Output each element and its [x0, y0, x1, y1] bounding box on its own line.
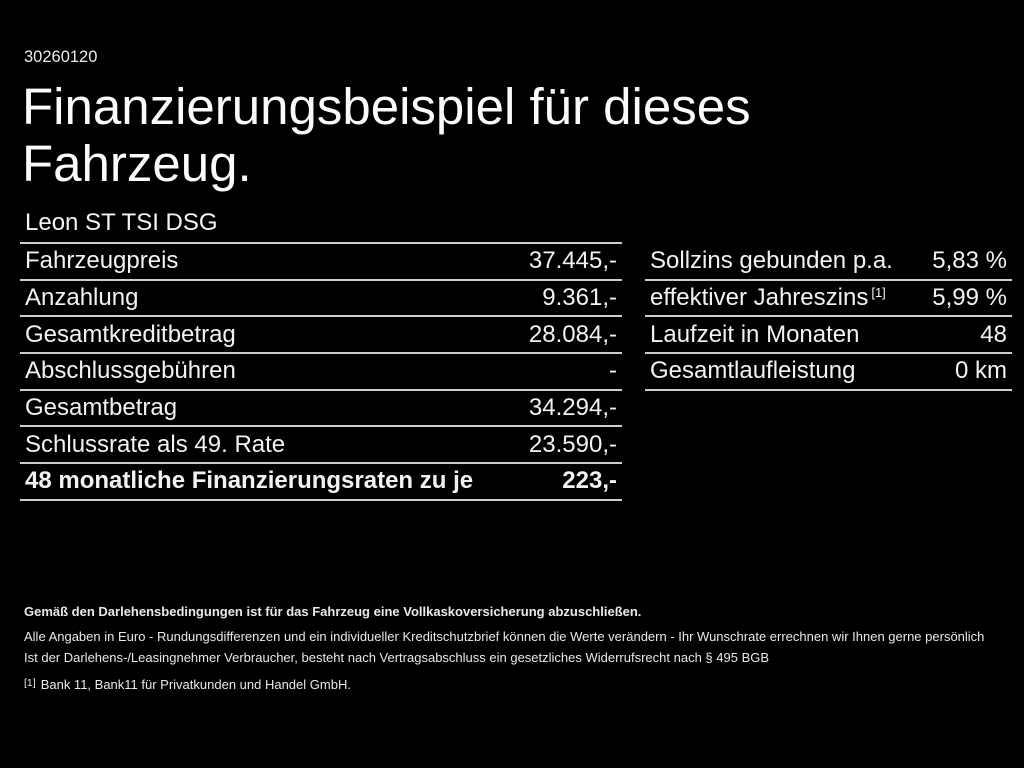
disclaimer-line-1: Alle Angaben in Euro - Rundungsdifferenz… — [24, 629, 985, 644]
row-value: 0 km — [954, 357, 1007, 385]
legal-footer: Gemäß den Darlehensbedingungen ist für d… — [24, 604, 1009, 694]
row-value: - — [609, 357, 617, 385]
page-title: Finanzierungsbeispiel für dieses Fahrzeu… — [22, 78, 751, 192]
row-label: Anzahlung — [25, 284, 139, 312]
row-value: 223,- — [562, 467, 617, 495]
row-value: 48 — [980, 320, 1007, 348]
table-row-fahrzeugpreis: Fahrzeugpreis 37.445,- — [20, 244, 622, 281]
row-value: 37.445,- — [528, 247, 617, 275]
row-value: 9.361,- — [542, 284, 617, 312]
row-label: Laufzeit in Monaten — [650, 320, 860, 348]
row-label: Fahrzeugpreis — [25, 247, 179, 275]
table-row-abschlussgebuehren: Abschlussgebühren - — [20, 354, 622, 391]
table-row-laufzeit: Laufzeit in Monaten 48 — [645, 317, 1012, 355]
footnote: [1] Bank 11, Bank11 für Privatkunden und … — [24, 677, 1009, 694]
row-label: Gesamtkreditbetrag — [25, 320, 236, 348]
document-id: 30260120 — [24, 48, 98, 66]
table-row-anzahlung: Anzahlung 9.361,- — [20, 281, 622, 318]
row-value: 5,83 % — [932, 247, 1007, 275]
vehicle-model: Leon ST TSI DSG — [20, 204, 622, 244]
insurance-note: Gemäß den Darlehensbedingungen ist für d… — [24, 604, 642, 619]
row-label: Schlussrate als 49. Rate — [25, 430, 286, 458]
row-label: 48 monatliche Finanzierungsraten zu je — [25, 467, 474, 495]
footnote-text: Bank 11, Bank11 für Privatkunden und Han… — [40, 677, 351, 692]
row-value: 5,99 % — [932, 284, 1007, 312]
table-row-monatsrate: 48 monatliche Finanzierungsraten zu je 2… — [20, 464, 622, 501]
row-value: 23.590,- — [528, 430, 617, 458]
table-row-effektiver-jahreszins: effektiver Jahreszins [1] 5,99 % — [645, 281, 1012, 318]
row-value: 34.294,- — [528, 394, 617, 422]
footnote-marker: [1] — [24, 677, 36, 689]
row-label: Abschlussgebühren — [25, 357, 236, 385]
table-row-gesamtbetrag: Gesamtbetrag 34.294,- — [20, 391, 622, 428]
row-value: 28.084,- — [528, 320, 617, 348]
finance-table: Leon ST TSI DSG Fahrzeugpreis 37.445,- A… — [20, 204, 622, 501]
footnote-ref: [1] — [871, 285, 886, 301]
row-label: effektiver Jahreszins [1] — [650, 284, 886, 312]
table-row-sollzins: Sollzins gebunden p.a. 5,83 % — [645, 244, 1012, 281]
table-row-gesamtkreditbetrag: Gesamtkreditbetrag 28.084,- — [20, 317, 622, 355]
row-label: Gesamtbetrag — [25, 394, 178, 422]
disclaimer-line-2: Ist der Darlehens-/Leasingnehmer Verbrau… — [24, 650, 770, 665]
table-row-schlussrate: Schlussrate als 49. Rate 23.590,- — [20, 427, 622, 465]
conditions-table: Sollzins gebunden p.a. 5,83 % effektiver… — [645, 244, 1012, 391]
row-label: Gesamtlaufleistung — [650, 357, 856, 385]
row-label: Sollzins gebunden p.a. — [650, 247, 893, 275]
table-row-gesamtlaufleistung: Gesamtlaufleistung 0 km — [645, 354, 1012, 391]
